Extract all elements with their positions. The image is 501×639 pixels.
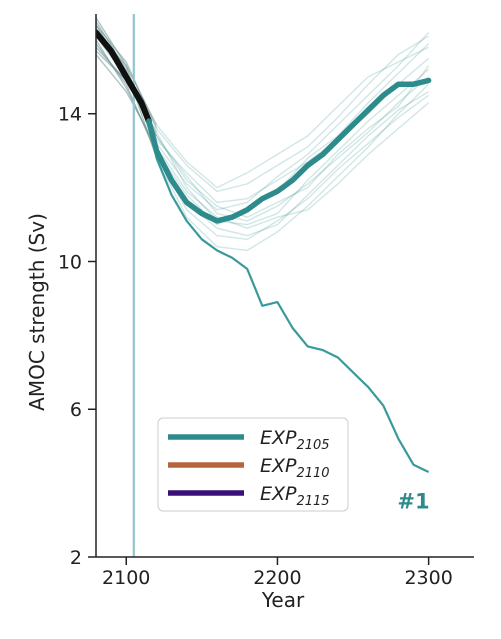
x-axis-label: Year: [261, 588, 305, 612]
axes: [95, 14, 474, 558]
series-lines: [96, 29, 432, 473]
ensemble-member-line: [96, 21, 430, 252]
member-history-line: [96, 39, 158, 151]
member-history-line: [96, 43, 158, 155]
y-axis-label: AMOC strength (Sv): [25, 213, 49, 411]
ensemble-mean-line: [146, 77, 432, 224]
y-tick-label: 2: [70, 547, 82, 569]
y-tick-label: 10: [58, 251, 82, 273]
ensemble-member-line: [96, 24, 429, 193]
legend-box: [157, 417, 349, 512]
ensemble-member-line: [96, 32, 429, 189]
ensemble-member-line: [96, 39, 429, 237]
annotation-label: #1: [397, 490, 429, 514]
ensemble-member-line: [96, 43, 430, 241]
member-history-line: [96, 21, 158, 159]
x-tick-label: 2300: [404, 567, 452, 589]
historical-mean-line: [96, 29, 152, 125]
member-history-line: [96, 24, 158, 129]
tick-labels: 2 6 10 14 2100 2200 2300: [58, 104, 453, 589]
ensemble-member-line: [96, 54, 430, 229]
x-tick-label: 2200: [253, 567, 301, 589]
y-tick-label: 6: [70, 399, 82, 421]
ensemble-members: [96, 17, 430, 252]
member-1-line: [147, 120, 430, 473]
x-tick-label: 2100: [102, 567, 150, 589]
y-tick-label: 14: [58, 104, 82, 126]
member-history-line: [96, 54, 158, 148]
